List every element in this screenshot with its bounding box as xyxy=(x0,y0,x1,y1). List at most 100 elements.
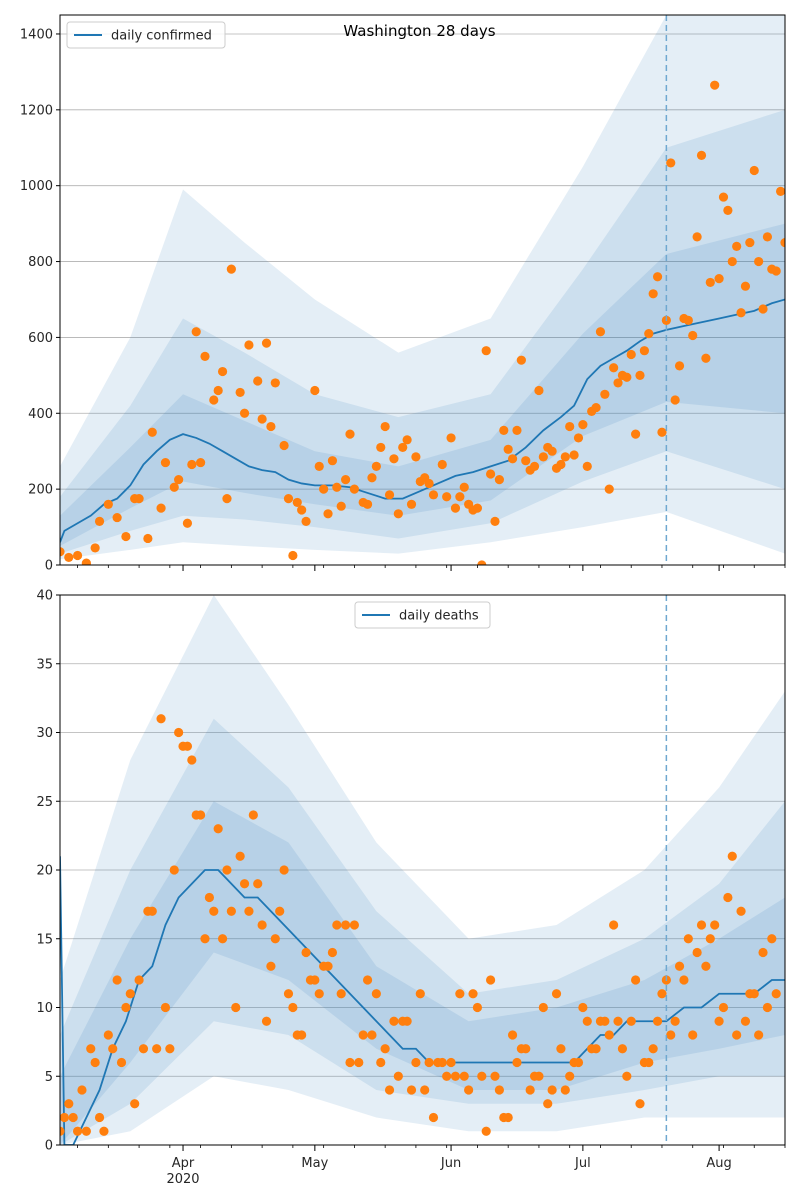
observed-point xyxy=(103,499,113,509)
observed-point xyxy=(297,505,307,515)
observed-point xyxy=(319,484,329,494)
observed-point xyxy=(261,1016,272,1026)
observed-point xyxy=(411,452,421,462)
observed-point xyxy=(644,1057,654,1068)
uncertainty-band xyxy=(60,718,785,1145)
observed-point xyxy=(534,1071,544,1081)
observed-point xyxy=(503,444,513,454)
observed-point xyxy=(406,499,417,509)
observed-point xyxy=(635,1099,645,1109)
observed-point xyxy=(754,1030,764,1040)
observed-point xyxy=(358,1030,368,1040)
observed-point xyxy=(288,550,298,561)
observed-point xyxy=(600,1016,610,1026)
observed-point xyxy=(767,934,777,944)
observed-point xyxy=(261,338,272,348)
observed-point xyxy=(345,429,355,439)
observed-point xyxy=(231,1002,241,1013)
observed-point xyxy=(617,1044,628,1054)
observed-point xyxy=(635,370,645,380)
observed-point xyxy=(376,442,386,453)
observed-point xyxy=(582,461,592,471)
observed-point xyxy=(696,150,707,160)
observed-point xyxy=(384,490,395,500)
observed-point xyxy=(288,1002,298,1013)
uncertainty-band xyxy=(60,801,785,1145)
observed-point xyxy=(714,1016,724,1026)
observed-point xyxy=(336,989,346,999)
observed-point xyxy=(270,378,280,388)
y-tick-label: 1000 xyxy=(20,179,53,194)
observed-point xyxy=(226,264,236,274)
observed-point xyxy=(143,533,153,544)
observed-point xyxy=(108,1044,118,1054)
y-tick-label: 400 xyxy=(28,407,53,422)
observed-point xyxy=(112,512,122,523)
observed-point xyxy=(450,503,461,513)
observed-point xyxy=(727,851,737,861)
observed-point xyxy=(341,475,351,485)
observed-point xyxy=(486,975,496,985)
observed-point xyxy=(266,421,276,432)
observed-point xyxy=(191,327,201,337)
observed-point xyxy=(613,378,623,388)
observed-point xyxy=(169,865,179,875)
observed-point xyxy=(740,281,751,291)
observed-point xyxy=(512,425,522,435)
observed-point xyxy=(648,289,658,299)
observed-point xyxy=(780,237,785,248)
observed-point xyxy=(560,452,570,462)
observed-point xyxy=(573,1057,584,1068)
observed-point xyxy=(292,497,302,508)
observed-point xyxy=(402,435,412,445)
observed-point xyxy=(64,1099,74,1109)
observed-point xyxy=(490,1071,500,1081)
observed-point xyxy=(723,892,733,903)
observed-point xyxy=(565,1071,575,1081)
median-line xyxy=(60,856,785,1145)
x-tick-label: Jul xyxy=(574,1156,591,1171)
observed-point xyxy=(301,516,311,526)
observed-point xyxy=(749,989,759,999)
observed-point xyxy=(389,454,399,464)
observed-point xyxy=(538,1002,548,1013)
observed-point xyxy=(90,543,100,553)
observed-point xyxy=(222,494,232,504)
observed-point xyxy=(235,851,245,861)
observed-point xyxy=(644,329,654,339)
observed-point xyxy=(657,989,667,999)
observed-point xyxy=(393,509,403,519)
y-tick-label: 40 xyxy=(36,589,53,604)
observed-point xyxy=(64,552,74,563)
observed-point xyxy=(72,1126,83,1136)
observed-point xyxy=(160,457,171,468)
observed-point xyxy=(758,947,768,958)
observed-point xyxy=(428,1112,439,1123)
observed-point xyxy=(490,516,500,526)
observed-point xyxy=(77,1085,87,1095)
observed-point xyxy=(446,433,456,443)
observed-point xyxy=(736,906,746,916)
observed-point xyxy=(442,1071,452,1081)
y-tick-label: 1200 xyxy=(20,103,53,118)
y-tick-label: 10 xyxy=(36,1001,53,1016)
observed-point xyxy=(354,1057,364,1068)
observed-point xyxy=(472,1002,483,1013)
observed-point xyxy=(688,330,698,341)
observed-point xyxy=(196,810,206,820)
observed-point xyxy=(165,1044,175,1054)
observed-point xyxy=(81,558,91,565)
observed-point xyxy=(512,1057,522,1068)
observed-point xyxy=(81,1126,91,1136)
observed-point xyxy=(437,459,447,470)
observed-point xyxy=(521,456,531,466)
observed-point xyxy=(771,266,781,276)
observed-point xyxy=(525,1085,535,1095)
observed-point xyxy=(314,461,324,471)
observed-point xyxy=(437,1057,447,1068)
observed-point xyxy=(367,473,377,483)
observed-point xyxy=(789,352,798,361)
observed-point xyxy=(771,989,781,999)
observed-point xyxy=(209,395,219,405)
observed-point xyxy=(147,906,157,916)
